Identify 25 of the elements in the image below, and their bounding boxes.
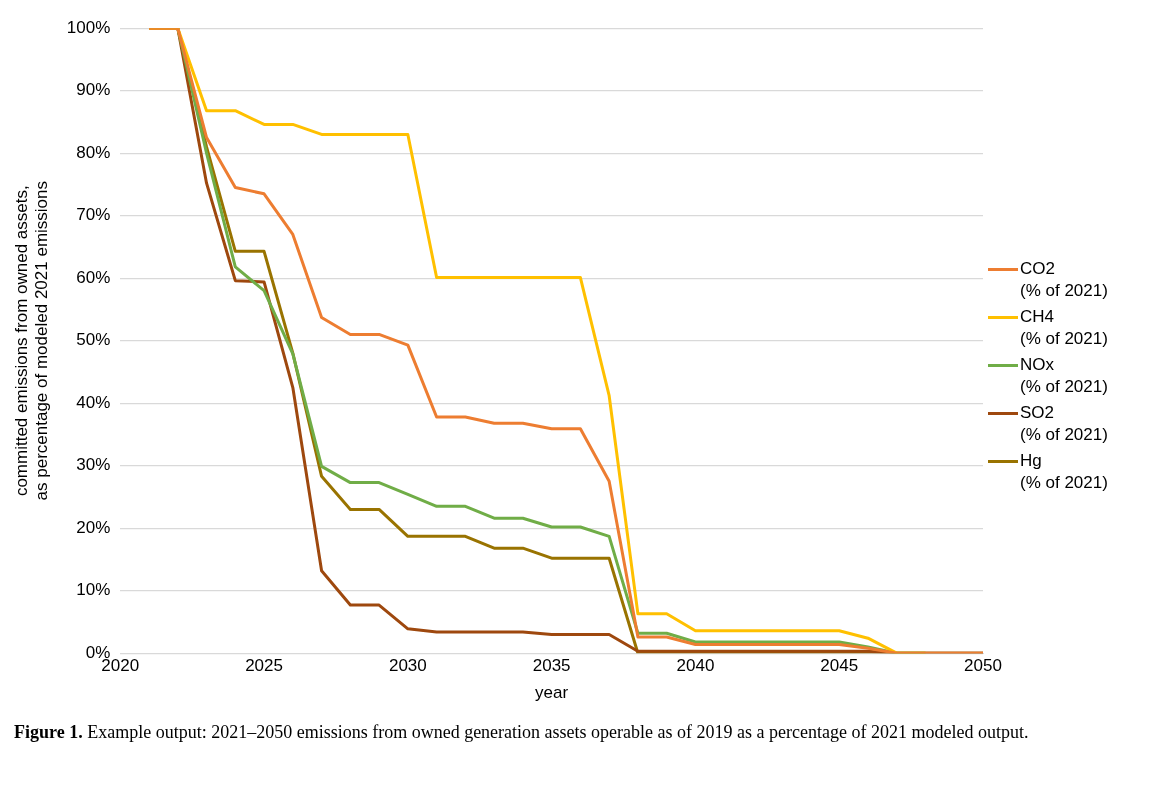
x-tick-label: 2035: [532, 656, 571, 676]
y-axis-title: committed emissions from owned assets, as percentage of modeled 2021 emissions: [11, 180, 52, 501]
caption: Figure 1.: [14, 722, 84, 742]
legend-label: CO2 (% of 2021): [1020, 258, 1108, 302]
y-tick-label: 10%: [76, 580, 111, 600]
y-tick-label: 20%: [76, 517, 111, 537]
legend-label: Hg (% of 2021): [1020, 450, 1108, 494]
y-tick-label: 30%: [76, 455, 111, 475]
legend-label: NOx (% of 2021): [1020, 354, 1108, 398]
y-tick-label: 100%: [66, 17, 111, 37]
y-tick-label: 60%: [76, 267, 111, 287]
legend-label: CH4 (% of 2021): [1020, 306, 1108, 350]
x-axis-title: year: [535, 683, 569, 703]
y-tick-label: 80%: [76, 142, 111, 162]
x-tick-label: 2045: [820, 656, 859, 676]
y-tick-label: 40%: [76, 392, 111, 412]
legend-label: SO2 (% of 2021): [1020, 402, 1108, 446]
text: Example output: 2021–2050 emissions from owned generation assets operable as of 2019 as a percentage of 2021 modeled output.: [87, 722, 1029, 742]
x-tick-label: 2025: [245, 656, 283, 676]
y-tick-label: 70%: [76, 205, 111, 225]
x-tick-label: 2040: [676, 656, 715, 676]
y-tick-label: 50%: [76, 330, 111, 350]
y-tick-label: 90%: [76, 80, 111, 100]
x-tick-label: 2030: [388, 656, 427, 676]
x-tick-label: 2050: [964, 656, 1002, 676]
